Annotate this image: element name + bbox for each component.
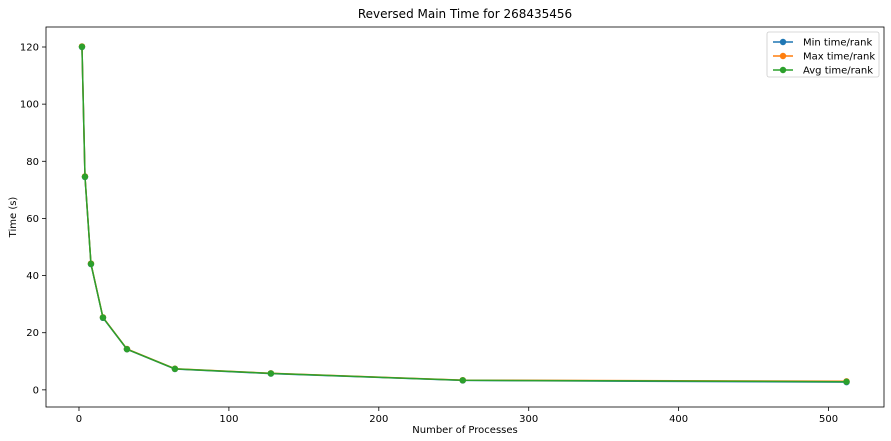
series-line-min-time-rank (81, 46, 847, 383)
x-tick-label: 500 (819, 414, 838, 425)
y-tick-label: 80 (26, 157, 39, 168)
data-point-avg-time-rank (267, 370, 275, 377)
x-axis-label: Number of Processes (412, 425, 517, 436)
legend-marker-max-time-rank (779, 52, 787, 60)
y-tick-label: 20 (26, 328, 39, 339)
x-tick-label: 100 (219, 414, 238, 425)
legend-items: Min time/rank Max time/rank Avg time/rank (773, 38, 875, 77)
series-min-time-rank (78, 43, 850, 386)
x-tick-label: 300 (519, 414, 538, 425)
legend-label-min-time-rank: Min time/rank (803, 38, 872, 49)
y-tick-label: 60 (26, 214, 39, 225)
x-axis-ticks: 0 100 200 300 400 500 (76, 407, 838, 425)
legend-marker-min-time-rank (779, 38, 787, 46)
data-point-avg-time-rank (459, 377, 466, 384)
y-axis-ticks: 0 20 40 60 80 100 120 (20, 43, 46, 396)
legend-label-avg-time-rank: Avg time/rank (803, 66, 873, 77)
y-tick-label: 0 (33, 385, 39, 396)
y-tick-label: 120 (20, 43, 39, 54)
x-tick-label: 0 (76, 414, 82, 425)
legend-label-max-time-rank: Max time/rank (803, 52, 875, 63)
x-tick-label: 400 (669, 414, 688, 425)
legend-box (766, 31, 880, 78)
data-point-avg-time-rank (78, 43, 86, 50)
data-point-avg-time-rank (87, 260, 95, 268)
y-tick-label: 100 (20, 100, 39, 111)
series-line-avg-time-rank (81, 46, 847, 383)
series-avg-time-rank (78, 43, 850, 385)
series-layer (78, 43, 850, 386)
x-tick-label: 200 (369, 414, 388, 425)
data-point-avg-time-rank (843, 378, 850, 385)
data-point-avg-time-rank (171, 365, 179, 373)
series-line-max-time-rank (81, 46, 847, 383)
data-point-avg-time-rank (81, 173, 89, 180)
data-point-avg-time-rank (123, 345, 131, 353)
plot-area-frame (45, 26, 885, 408)
legend: Min time/rank Max time/rank Avg time/rank (766, 31, 880, 78)
legend-marker-avg-time-rank (779, 66, 787, 74)
y-axis-label: Time (s) (8, 197, 19, 239)
data-point-avg-time-rank (99, 314, 107, 321)
chart-title: Reversed Main Time for 268435456 (358, 7, 572, 21)
y-tick-label: 40 (26, 271, 39, 282)
series-max-time-rank (78, 43, 850, 385)
